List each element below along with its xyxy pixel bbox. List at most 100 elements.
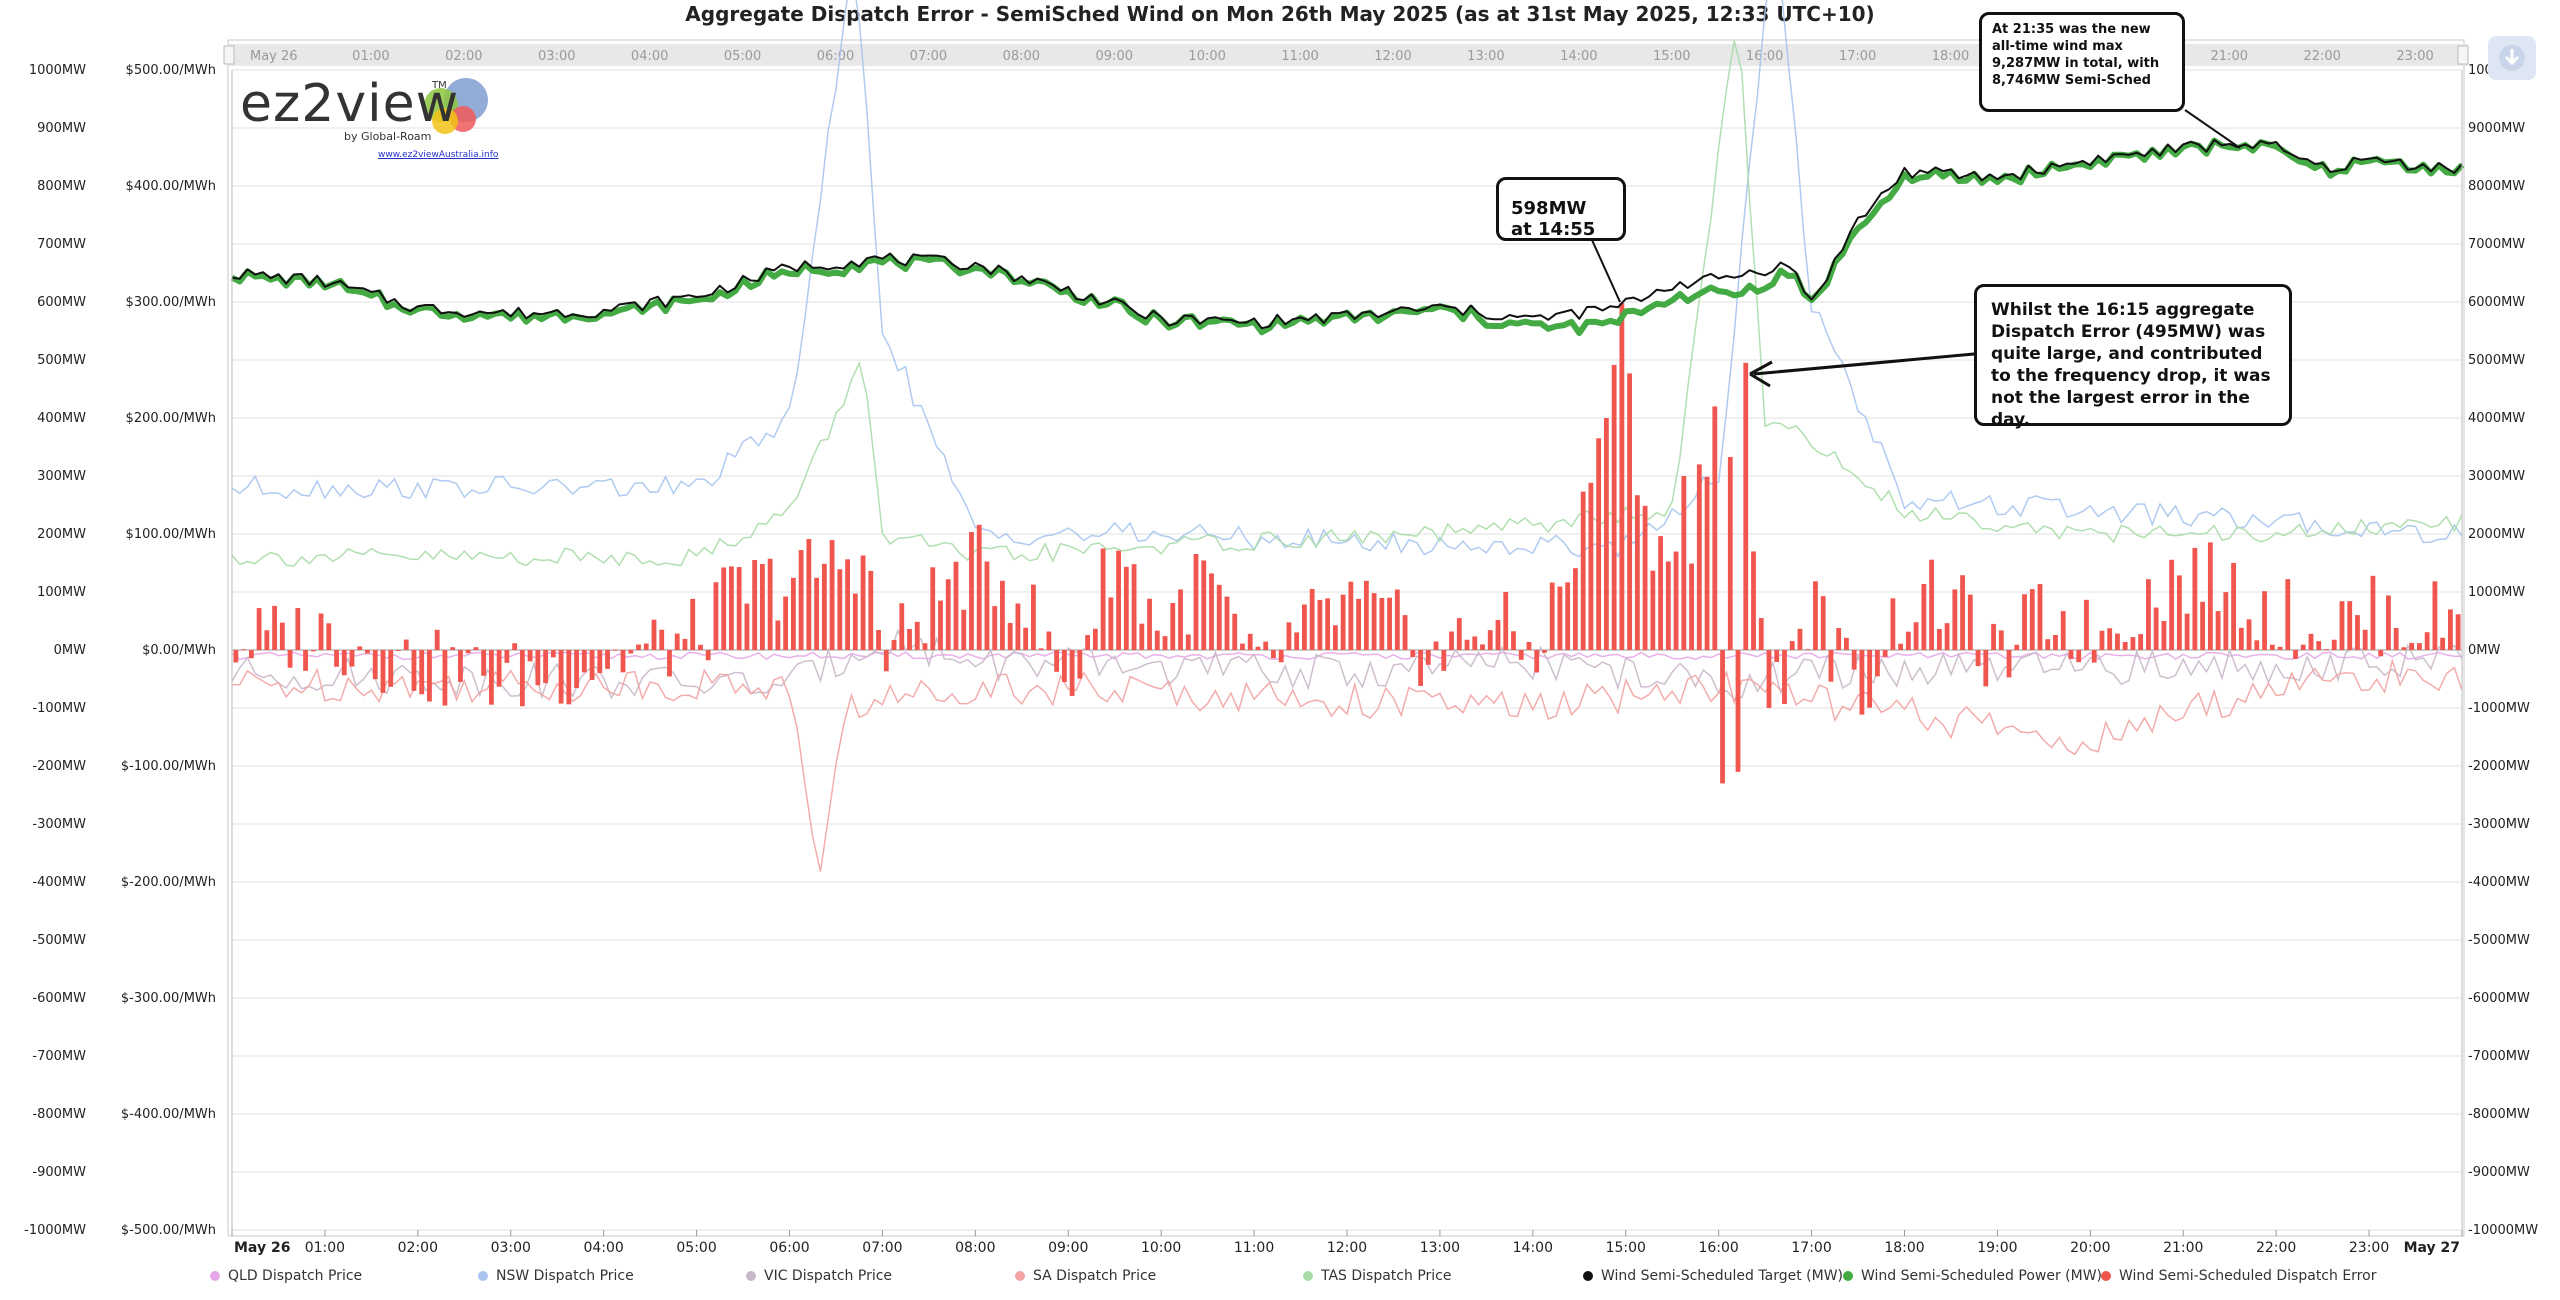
legend-item[interactable]: SA Dispatch Price [1015, 1268, 1156, 1284]
error-bar [1712, 406, 1718, 650]
error-bar [729, 566, 734, 650]
error-bar [403, 639, 409, 650]
navigator-handle-right[interactable] [2457, 45, 2469, 65]
price-line-tas [231, 40, 2463, 567]
legend-item[interactable]: QLD Dispatch Price [210, 1268, 362, 1284]
error-bar [1162, 636, 1168, 650]
error-bar [574, 650, 579, 689]
legend-item[interactable]: NSW Dispatch Price [478, 1268, 634, 1284]
error-bar [752, 560, 758, 650]
y-left-tick-label: -800MW [32, 1107, 86, 1122]
time-navigator[interactable]: May 26 01:00 02:00 03:00 04:00 05:00 06:00 07:0… [223, 44, 2469, 66]
error-bar [1348, 581, 1354, 650]
legend-label: VIC Dispatch Price [764, 1268, 893, 1284]
legend-label: Wind Semi-Scheduled Target (MW) [1601, 1268, 1843, 1284]
legend-item[interactable]: Wind Semi-Scheduled Power (MW) [1843, 1268, 2102, 1284]
y-price-tick-label: $100.00/MWh [126, 527, 216, 542]
error-bar [682, 638, 688, 650]
error-bar [2386, 595, 2391, 650]
error-bar [2091, 650, 2097, 663]
navigator-handle-left[interactable] [223, 45, 235, 65]
error-bar [1201, 560, 1207, 650]
error-bar [814, 577, 820, 650]
error-bar [310, 650, 316, 652]
error-bar [1859, 650, 1865, 715]
error-bar [938, 600, 943, 650]
error-bar [434, 629, 440, 650]
x-tick-label: 21:00 [2163, 1240, 2203, 1256]
error-bar [883, 650, 889, 672]
legend-dot [210, 1271, 220, 1281]
navigator-label: 13:00 [1467, 49, 1504, 64]
error-bar [1588, 482, 1594, 650]
error-bar [597, 650, 603, 673]
x-tick-label: 14:00 [1513, 1240, 1553, 1256]
y-left-tick-label: 200MW [37, 527, 86, 542]
error-bar [488, 650, 494, 705]
x-tick-label: 17:00 [1791, 1240, 1831, 1256]
error-bar [1325, 598, 1331, 650]
error-bar [1534, 650, 1540, 673]
error-bar [1603, 418, 1609, 650]
navigator-label: 01:00 [352, 49, 389, 64]
error-bar [2393, 628, 2399, 650]
error-bar [1921, 583, 1927, 650]
error-bar [1255, 646, 1261, 650]
error-bar [1410, 650, 1416, 658]
y-price-tick-label: $-400.00/MWh [121, 1107, 216, 1122]
error-bar [1813, 581, 1818, 650]
error-bar [318, 613, 324, 650]
error-bar [481, 650, 487, 676]
y-right-tick-label: 5000MW [2468, 353, 2525, 368]
error-bar [2424, 632, 2430, 650]
error-bar [876, 629, 881, 650]
wind-target-line [231, 139, 2463, 330]
error-bar [2084, 599, 2089, 650]
arrow-598mw [1591, 239, 1621, 303]
navigator-label: 18:00 [1932, 49, 1969, 64]
error-bar [357, 646, 363, 650]
error-bar [2370, 575, 2376, 650]
error-bar [1085, 635, 1091, 650]
error-bar [1286, 622, 1292, 650]
error-bar [1092, 628, 1098, 650]
error-bar [248, 650, 254, 659]
error-bar [2246, 619, 2252, 650]
error-bar [1379, 597, 1385, 650]
error-bar [1054, 650, 1060, 672]
navigator-label: 11:00 [1281, 49, 1318, 64]
download-icon [2499, 45, 2525, 71]
error-bar [2447, 609, 2453, 650]
legend-item[interactable]: VIC Dispatch Price [746, 1268, 892, 1284]
error-bar [1735, 650, 1741, 772]
download-button[interactable] [2488, 36, 2536, 80]
navigator-label: 03:00 [538, 49, 575, 64]
legend-item[interactable]: Wind Semi-Scheduled Dispatch Error [2101, 1268, 2376, 1284]
navigator-label: 17:00 [1839, 49, 1876, 64]
error-bar [2331, 639, 2337, 650]
legend-item[interactable]: Wind Semi-Scheduled Target (MW) [1583, 1268, 1843, 1284]
error-bar [984, 561, 990, 650]
error-bar [2022, 594, 2027, 650]
error-bar [605, 650, 610, 669]
legend-item[interactable]: TAS Dispatch Price [1303, 1268, 1451, 1284]
error-bar [1116, 550, 1121, 650]
y-right-tick-label: 6000MW [2468, 295, 2525, 310]
error-bar [1596, 438, 1602, 650]
price-line-nsw [231, 0, 2463, 559]
y-left-tick-label: 300MW [37, 469, 86, 484]
error-bar [1271, 650, 1276, 659]
error-bar [2223, 592, 2229, 650]
error-bar [1263, 641, 1269, 650]
wind-series-group [230, 137, 2465, 336]
error-bar [566, 650, 572, 705]
error-bar [1170, 603, 1176, 650]
x-tick-label: 05:00 [676, 1240, 716, 1256]
error-bar [2068, 650, 2074, 660]
error-bar [1913, 622, 1919, 650]
error-bar [2060, 611, 2066, 650]
logo-url-link[interactable]: www.ez2viewAustralia.info [378, 150, 499, 160]
error-bar [2362, 629, 2368, 650]
y-left-tick-label: -300MW [32, 817, 86, 832]
error-bar [2130, 637, 2136, 650]
